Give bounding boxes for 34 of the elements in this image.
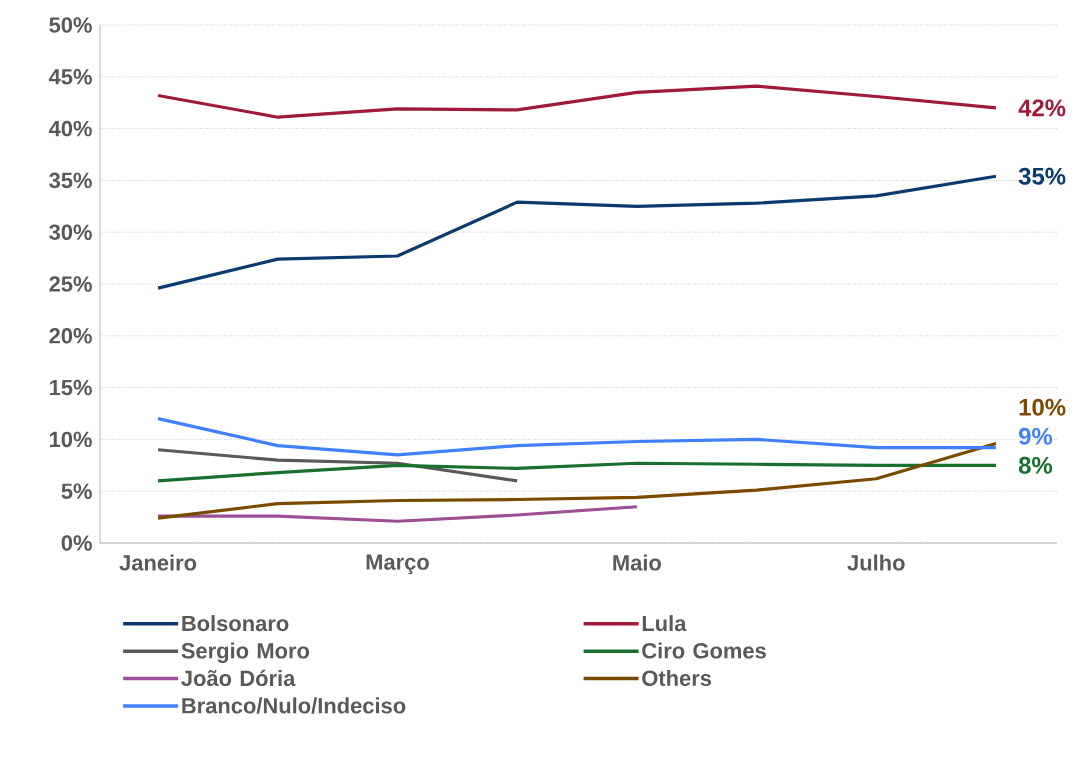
legend-label: Branco/Nulo/Indeciso [182,697,406,714]
y-tick-label: 10% [49,431,92,448]
line-series [156,174,998,290]
y-tick-label: 15% [49,379,92,396]
data-label: 42% [1018,99,1066,117]
legend-label: Ciro Gomes [642,642,766,659]
legend-label: Lula [642,615,687,632]
line-series [156,505,639,523]
line-series [156,417,998,457]
data-label: 35% [1018,167,1066,185]
legend-label: João Dória [181,669,296,687]
legend-label: Bolsonaro [182,615,289,632]
y-tick-label: 40% [48,120,92,137]
data-label: 10% [1019,398,1066,416]
legend-label: Sergio Moro [181,642,310,663]
y-tick-label: 50% [49,17,92,33]
data-label: 9% [1019,427,1053,445]
x-tick-label: Julho [847,554,905,571]
y-tick-label: 45% [48,69,92,85]
y-tick-label: 30% [49,224,92,240]
x-tick-label: Maio [613,554,661,571]
line-series [156,84,998,119]
y-tick-label: 25% [49,276,92,292]
legend-label: Others [642,669,712,687]
line-series [156,448,519,483]
data-label: 8% [1018,456,1053,474]
y-tick-label: 35% [49,172,92,189]
line-series [156,461,998,483]
y-tick-label: 0% [61,535,92,551]
y-tick-label: 20% [49,328,92,344]
y-tick-label: 5% [61,483,92,499]
x-tick-label: Março [366,554,429,575]
line-series [156,441,998,520]
x-tick-label: Janeiro [119,554,197,571]
